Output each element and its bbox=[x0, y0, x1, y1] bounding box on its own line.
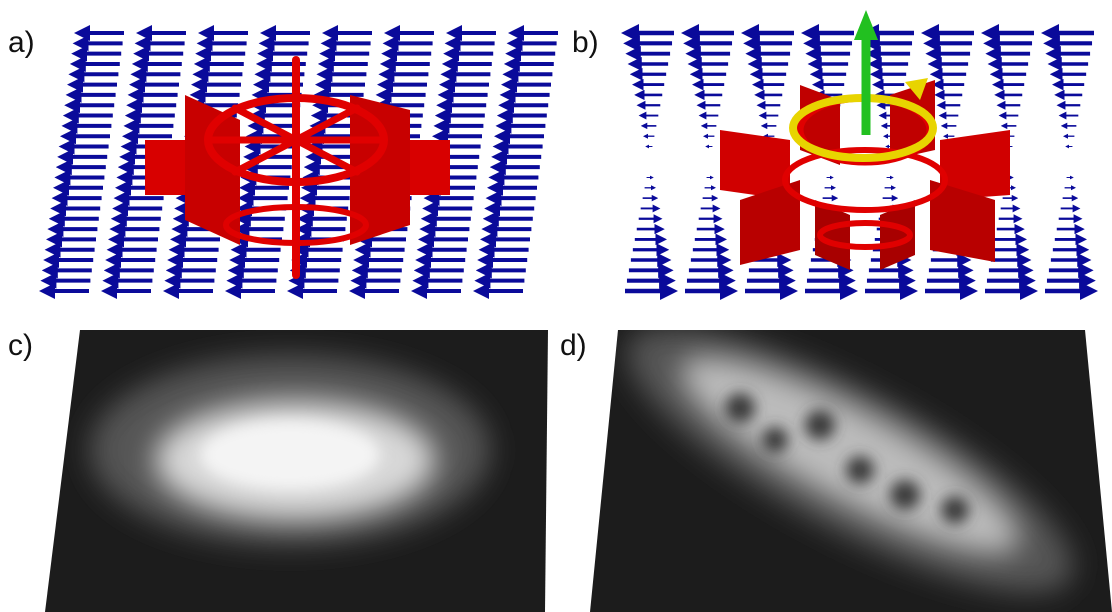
blade bbox=[740, 180, 800, 265]
panel-label: b) bbox=[572, 26, 599, 59]
blade bbox=[930, 180, 995, 262]
panel-label: c) bbox=[8, 329, 33, 362]
green-arrowhead bbox=[854, 10, 878, 40]
panel-label: d) bbox=[560, 329, 587, 362]
ring bbox=[817, 220, 913, 250]
ring bbox=[782, 147, 948, 213]
blade bbox=[185, 95, 240, 245]
blade bbox=[720, 130, 790, 200]
vortex-cores bbox=[725, 393, 969, 524]
core bbox=[762, 427, 788, 453]
yellow-arrowhead bbox=[905, 78, 928, 100]
glow bbox=[200, 420, 380, 490]
blade bbox=[940, 130, 1010, 200]
core bbox=[846, 456, 874, 484]
arrow-field-a bbox=[39, 25, 558, 299]
blade bbox=[880, 200, 915, 270]
vortex-wheel-a bbox=[145, 56, 450, 279]
rotation-indicator bbox=[789, 10, 937, 162]
blade bbox=[350, 95, 410, 245]
core bbox=[805, 410, 835, 440]
core bbox=[725, 393, 755, 423]
image-d bbox=[590, 330, 1112, 612]
core bbox=[890, 480, 920, 510]
image-c bbox=[45, 330, 548, 612]
glow bbox=[680, 357, 1020, 553]
blade bbox=[815, 200, 850, 270]
panel-label: a) bbox=[8, 26, 35, 59]
core bbox=[941, 496, 969, 524]
